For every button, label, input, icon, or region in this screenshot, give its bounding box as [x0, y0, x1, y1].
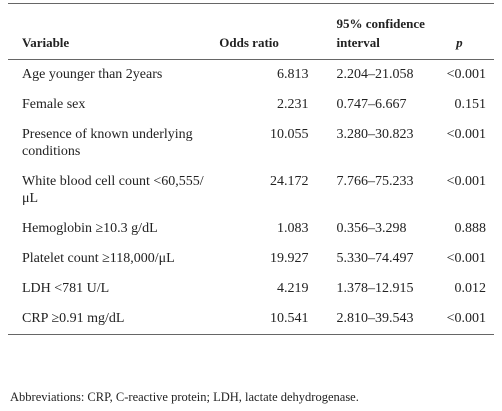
- table-row: Hemoglobin ≥10.3 g/dL 1.083 0.356–3.298 0.8…: [8, 214, 494, 244]
- table-cell: 0.012: [454, 281, 487, 296]
- table-row: LDH <781 U/L 4.219 1.378–12.915 0.012: [8, 274, 494, 304]
- table-cell: 1.378–12.915: [336, 281, 414, 296]
- header-cell: 95% confidence interval: [336, 16, 425, 50]
- table-cell: 24.172: [269, 174, 309, 189]
- table-cell: 2.231: [276, 97, 309, 112]
- table-cell: <0.001: [446, 174, 486, 189]
- table-row: Female sex 2.231 0.747–6.667 0.151: [8, 90, 494, 120]
- header-row: Variable Odds ratio 95% confidence inter…: [8, 3, 494, 60]
- table-cell: 4.219: [276, 281, 309, 296]
- table-cell: Platelet count ≥118,000/μL: [22, 251, 175, 266]
- table-cell: <0.001: [446, 127, 486, 142]
- table-cell: 0.151: [454, 97, 487, 112]
- table-cell: <0.001: [446, 251, 486, 266]
- table-cell: Presence of known underlying conditions: [22, 127, 193, 159]
- table-cell: 1.083: [276, 221, 309, 236]
- table-cell: LDH <781 U/L: [22, 281, 110, 296]
- table-row: White blood cell count <60,555/μL 24.172 7…: [8, 167, 494, 214]
- table-header: Variable Odds ratio 95% confidence inter…: [8, 3, 494, 60]
- table-row: CRP ≥0.91 mg/dL 10.541 2.810–39.543 <0.001: [8, 304, 494, 335]
- table-row: Presence of known underlying conditions 1…: [8, 120, 494, 167]
- table-cell: 2.810–39.543: [336, 311, 414, 326]
- footnote: Abbreviations: CRP, C-reactive protein; …: [10, 390, 359, 404]
- table-cell: 5.330–74.497: [336, 251, 414, 266]
- results-table: Variable Odds ratio 95% confidence inter…: [8, 3, 494, 335]
- table-cell: CRP ≥0.91 mg/dL: [22, 311, 125, 326]
- table-cell: 0.356–3.298: [336, 221, 407, 236]
- table-cell: 3.280–30.823: [336, 127, 414, 142]
- table-body: Age younger than 2years 6.813 2.204–21.058…: [8, 60, 494, 335]
- table-row: Platelet count ≥118,000/μL 19.927 5.330–74…: [8, 244, 494, 274]
- table-cell: 0.888: [454, 221, 487, 236]
- table-cell: 19.927: [269, 251, 309, 266]
- table-cell: 6.813: [276, 67, 309, 82]
- table-cell: 10.055: [269, 127, 309, 142]
- header-cell: Odds ratio: [219, 35, 279, 50]
- header-cell: p: [456, 35, 463, 50]
- table-row: Age younger than 2years 6.813 2.204–21.058…: [8, 60, 494, 91]
- table-cell: White blood cell count <60,555/μL: [22, 174, 204, 206]
- header-cell: Variable: [22, 35, 70, 50]
- table-cell: <0.001: [446, 311, 486, 326]
- table-cell: 10.541: [269, 311, 309, 326]
- table-cell: Female sex: [22, 97, 86, 112]
- table-cell: 7.766–75.233: [336, 174, 414, 189]
- table-cell: 2.204–21.058: [336, 67, 414, 82]
- table-cell: 0.747–6.667: [336, 97, 407, 112]
- table-cell: Age younger than 2years: [22, 67, 163, 82]
- table-cell: <0.001: [446, 67, 486, 82]
- table-cell: Hemoglobin ≥10.3 g/dL: [22, 221, 158, 236]
